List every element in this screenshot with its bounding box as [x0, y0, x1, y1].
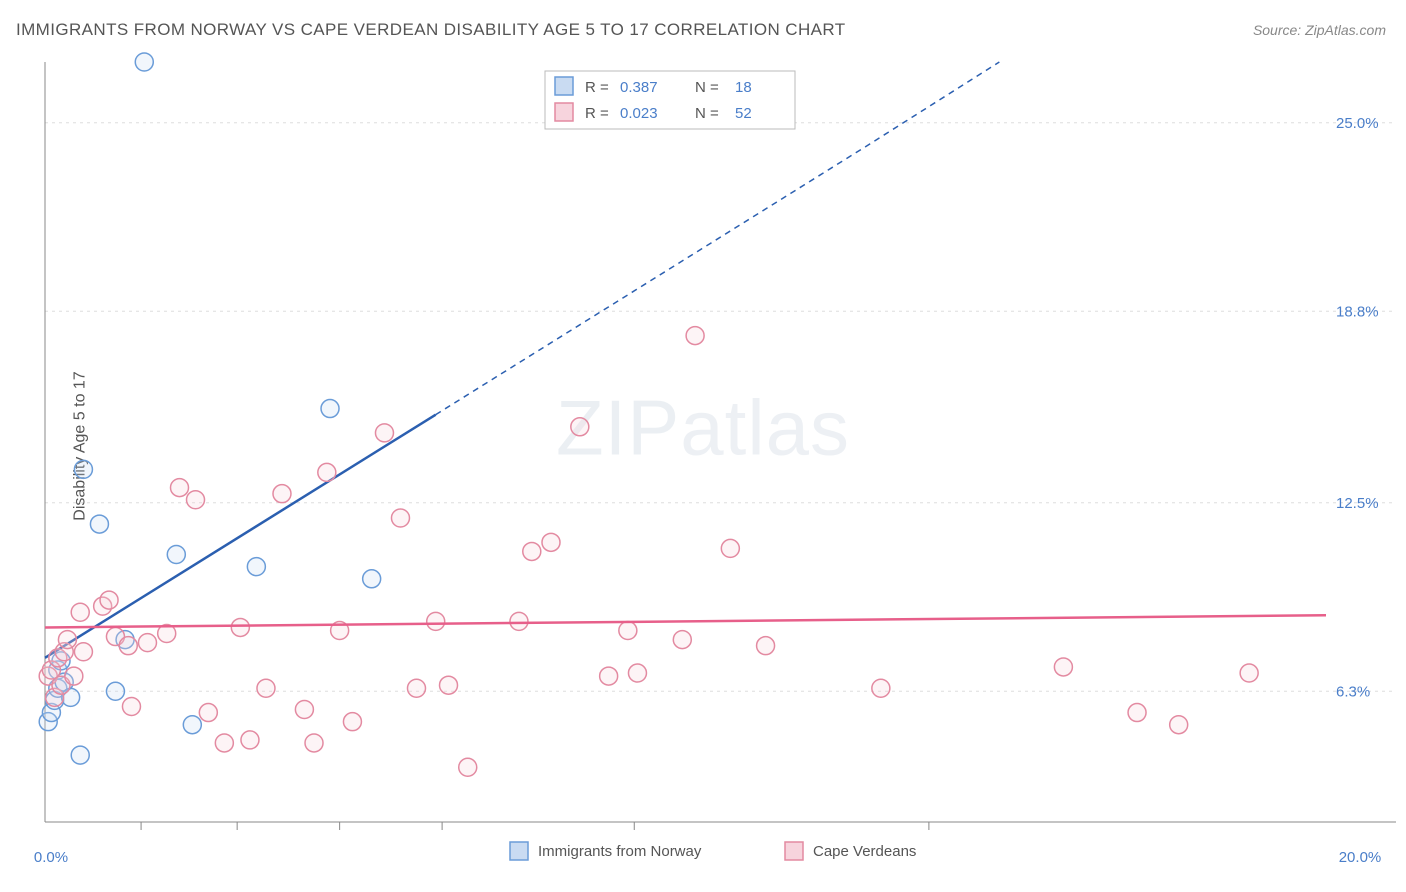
data-point-cape_verdeans — [600, 667, 618, 685]
data-point-norway — [183, 716, 201, 734]
y-tick-label: 25.0% — [1336, 115, 1379, 132]
data-point-cape_verdeans — [58, 631, 76, 649]
data-point-cape_verdeans — [686, 327, 704, 345]
data-point-cape_verdeans — [119, 637, 137, 655]
data-point-norway — [247, 558, 265, 576]
data-point-cape_verdeans — [273, 485, 291, 503]
data-point-cape_verdeans — [215, 734, 233, 752]
data-point-cape_verdeans — [187, 491, 205, 509]
series-label: Cape Verdeans — [813, 843, 916, 860]
data-point-cape_verdeans — [74, 643, 92, 661]
data-point-cape_verdeans — [510, 612, 528, 630]
data-point-norway — [321, 400, 339, 418]
data-point-cape_verdeans — [721, 539, 739, 557]
data-point-cape_verdeans — [295, 701, 313, 719]
x-tick-label: 0.0% — [34, 849, 68, 866]
data-point-cape_verdeans — [305, 734, 323, 752]
data-point-norway — [90, 515, 108, 533]
chart-svg: 6.3% 12.5% 18.8% 25.0% 0.0% 20.0% R = 0.387 N = 1… — [0, 0, 1406, 892]
data-point-norway — [135, 53, 153, 71]
legend-n-label: N = — [695, 105, 719, 122]
data-point-norway — [167, 545, 185, 563]
data-point-cape_verdeans — [343, 713, 361, 731]
data-point-norway — [106, 682, 124, 700]
data-point-cape_verdeans — [1170, 716, 1188, 734]
data-point-cape_verdeans — [440, 676, 458, 694]
data-point-cape_verdeans — [1054, 658, 1072, 676]
data-point-norway — [363, 570, 381, 588]
data-point-cape_verdeans — [100, 591, 118, 609]
data-point-cape_verdeans — [542, 533, 560, 551]
correlation-chart: IMMIGRANTS FROM NORWAY VS CAPE VERDEAN D… — [0, 0, 1406, 892]
data-point-cape_verdeans — [523, 542, 541, 560]
data-point-cape_verdeans — [757, 637, 775, 655]
y-tick-label: 6.3% — [1336, 683, 1370, 700]
data-point-cape_verdeans — [375, 424, 393, 442]
data-point-cape_verdeans — [872, 679, 890, 697]
data-point-cape_verdeans — [619, 621, 637, 639]
data-point-cape_verdeans — [65, 667, 83, 685]
data-point-cape_verdeans — [391, 509, 409, 527]
legend-n-value: 52 — [735, 105, 752, 122]
legend-r-label: R = — [585, 105, 609, 122]
data-point-cape_verdeans — [427, 612, 445, 630]
data-point-norway — [71, 746, 89, 764]
legend-swatch — [555, 103, 573, 121]
data-point-cape_verdeans — [257, 679, 275, 697]
data-point-cape_verdeans — [1240, 664, 1258, 682]
data-point-cape_verdeans — [171, 479, 189, 497]
data-point-cape_verdeans — [199, 704, 217, 722]
data-point-cape_verdeans — [122, 697, 140, 715]
data-point-cape_verdeans — [138, 634, 156, 652]
legend-n-label: N = — [695, 79, 719, 96]
data-point-cape_verdeans — [628, 664, 646, 682]
x-tick-label: 20.0% — [1339, 849, 1382, 866]
series-swatch — [510, 842, 528, 860]
correlation-legend — [545, 71, 795, 129]
legend-r-value: 0.387 — [620, 79, 658, 96]
data-point-cape_verdeans — [71, 603, 89, 621]
data-point-norway — [74, 460, 92, 478]
y-tick-label: 18.8% — [1336, 303, 1379, 320]
data-point-cape_verdeans — [231, 618, 249, 636]
legend-n-value: 18 — [735, 79, 752, 96]
data-point-cape_verdeans — [459, 758, 477, 776]
legend-r-label: R = — [585, 79, 609, 96]
data-point-cape_verdeans — [318, 463, 336, 481]
y-tick-label: 12.5% — [1336, 495, 1379, 512]
data-point-cape_verdeans — [673, 631, 691, 649]
legend-r-value: 0.023 — [620, 105, 658, 122]
series-swatch — [785, 842, 803, 860]
data-point-cape_verdeans — [407, 679, 425, 697]
data-point-cape_verdeans — [1128, 704, 1146, 722]
series-label: Immigrants from Norway — [538, 843, 702, 860]
data-point-cape_verdeans — [241, 731, 259, 749]
data-point-cape_verdeans — [571, 418, 589, 436]
legend-swatch — [555, 77, 573, 95]
